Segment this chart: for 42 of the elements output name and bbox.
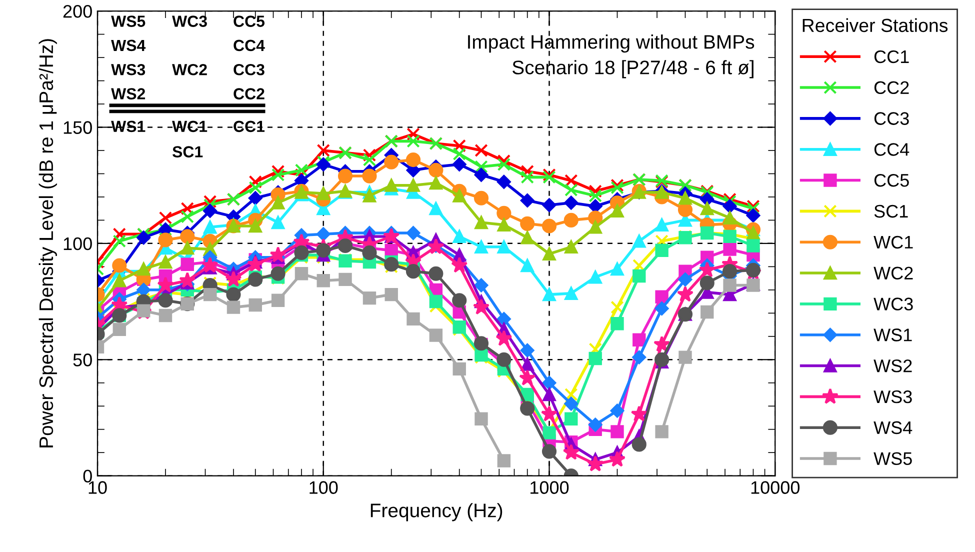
y-tick-label: 100	[64, 237, 92, 250]
y-axis-title: Power Spectral Density Level (dB re 1 μPa²/Hz)	[38, 39, 57, 448]
x-tick-label: 10	[88, 481, 107, 494]
x-tick-label: 10000	[751, 481, 800, 494]
annotation: WC3	[172, 16, 207, 27]
legend-title: Receiver Stations	[802, 18, 948, 32]
annotation: CC4	[234, 40, 265, 52]
x-axis-title: Frequency (Hz)	[370, 503, 502, 522]
y-tick-label: 200	[63, 4, 92, 18]
annotation: WS1	[111, 120, 146, 132]
annotation: CC5	[234, 16, 265, 27]
legend-label: CC3	[874, 112, 909, 125]
annotation: WC2	[172, 64, 207, 76]
legend-label: WC3	[874, 298, 913, 310]
legend-label: WS5	[874, 452, 912, 466]
y-tick-label: 50	[73, 354, 92, 366]
legend-label: CC4	[874, 143, 910, 156]
y-tick-label: 150	[64, 121, 92, 134]
x-tick-label: 1000	[530, 481, 569, 494]
annotation: SC1	[172, 146, 203, 158]
legend-label: WC1	[874, 236, 913, 249]
legend-label: WS2	[874, 359, 912, 372]
annotation: CC2	[234, 88, 264, 100]
annotation: WS4	[111, 40, 146, 52]
legend-label: WS4	[874, 421, 912, 434]
legend-label: SC1	[874, 204, 908, 218]
annotation: CC1	[234, 120, 265, 132]
annotation: WS2	[111, 88, 146, 100]
legend-label: CC5	[874, 174, 909, 187]
y-tick-label: 0	[83, 470, 92, 483]
annotation: WS3	[111, 64, 146, 76]
legend-label: WS1	[874, 328, 912, 342]
legend-label: CC2	[874, 81, 909, 94]
annotation: CC3	[234, 64, 264, 76]
annotation: WC1	[172, 120, 208, 132]
legend-label: WC2	[874, 266, 913, 280]
annotation: WS5	[111, 16, 146, 27]
annotation: Impact Hammering without BMPs	[468, 34, 754, 53]
legend-label: WS3	[874, 390, 912, 404]
annotation: Scenario 18 [P27/48 - 6 ft ø]	[512, 60, 754, 78]
legend-label: CC1	[874, 50, 909, 64]
x-tick-label: 100	[310, 481, 338, 494]
